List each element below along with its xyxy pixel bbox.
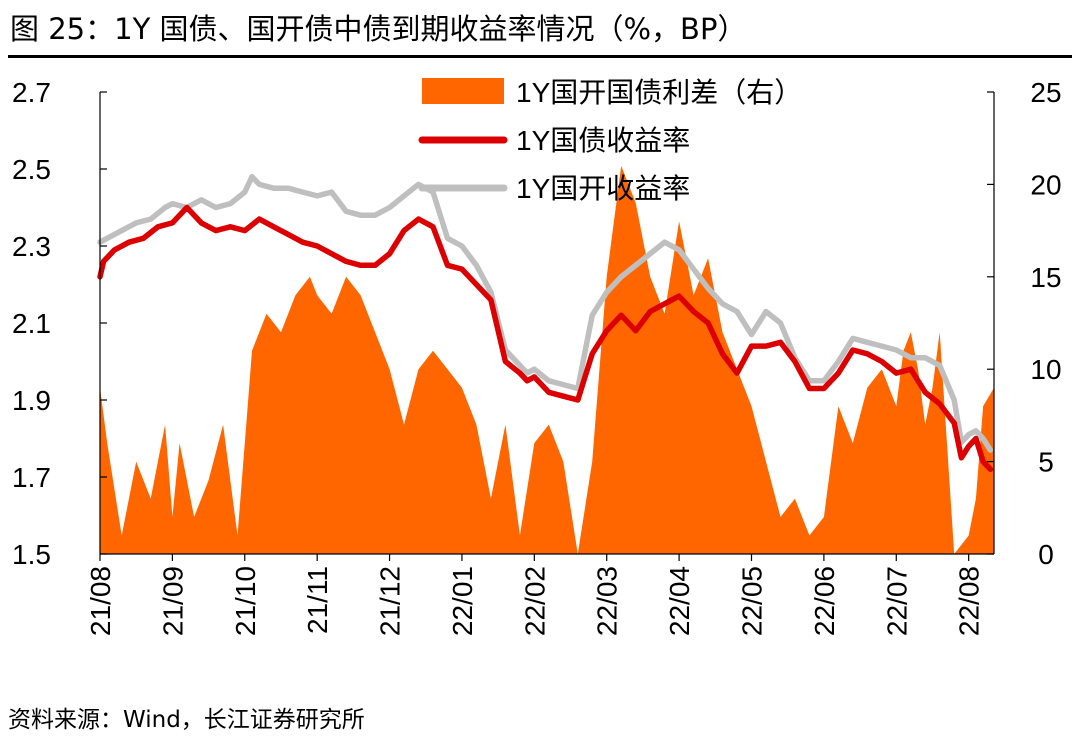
x-tick-label: 21/08 <box>85 566 116 636</box>
title-divider <box>8 55 1072 58</box>
left-tick-label: 2.5 <box>12 154 51 185</box>
x-tick-label: 22/08 <box>954 566 985 636</box>
x-tick-label: 21/09 <box>157 566 188 636</box>
left-tick-label: 2.1 <box>12 308 51 339</box>
cdb-yield-line <box>97 173 994 453</box>
right-tick-label: 5 <box>1038 447 1054 478</box>
legend-label: 1Y国开国债利差（右） <box>516 77 802 108</box>
right-tick-label: 25 <box>1030 77 1061 108</box>
left-tick-label: 2.7 <box>12 77 51 108</box>
left-tick-label: 2.3 <box>12 231 51 262</box>
x-tick-label: 21/12 <box>375 566 406 636</box>
right-tick-label: 20 <box>1030 169 1061 200</box>
legend-label: 1Y国债收益率 <box>516 125 690 156</box>
legend-label: 1Y国开收益率 <box>516 173 690 204</box>
x-tick-label: 22/07 <box>881 566 912 636</box>
right-tick-label: 15 <box>1030 262 1061 293</box>
source-note: 资料来源：Wind，长江证券研究所 <box>8 707 365 733</box>
x-tick-label: 22/04 <box>664 566 695 636</box>
legend-swatch-spread <box>422 78 504 104</box>
x-tick-label: 21/10 <box>230 566 261 636</box>
left-tick-label: 1.9 <box>12 385 51 416</box>
right-tick-label: 10 <box>1030 354 1061 385</box>
treasury-yield-line <box>97 204 994 473</box>
x-tick-label: 22/06 <box>809 566 840 636</box>
right-tick-label: 0 <box>1038 539 1054 570</box>
spread-area <box>100 165 994 554</box>
left-tick-label: 1.7 <box>12 462 51 493</box>
x-tick-label: 21/11 <box>302 566 333 634</box>
x-tick-label: 22/01 <box>447 566 478 636</box>
x-tick-label: 22/03 <box>592 566 623 636</box>
left-tick-label: 1.5 <box>12 539 51 570</box>
chart-canvas: 1.5 1.7 1.9 2.1 2.3 2.5 2.7 0 5 10 15 20 25 21/08 21/0… <box>12 77 1062 636</box>
chart-title: 图 25：1Y 国债、国开债中债到期收益率情况（%，BP） <box>10 12 747 46</box>
x-tick-label: 22/05 <box>736 566 767 636</box>
x-tick-label: 22/02 <box>519 566 550 636</box>
